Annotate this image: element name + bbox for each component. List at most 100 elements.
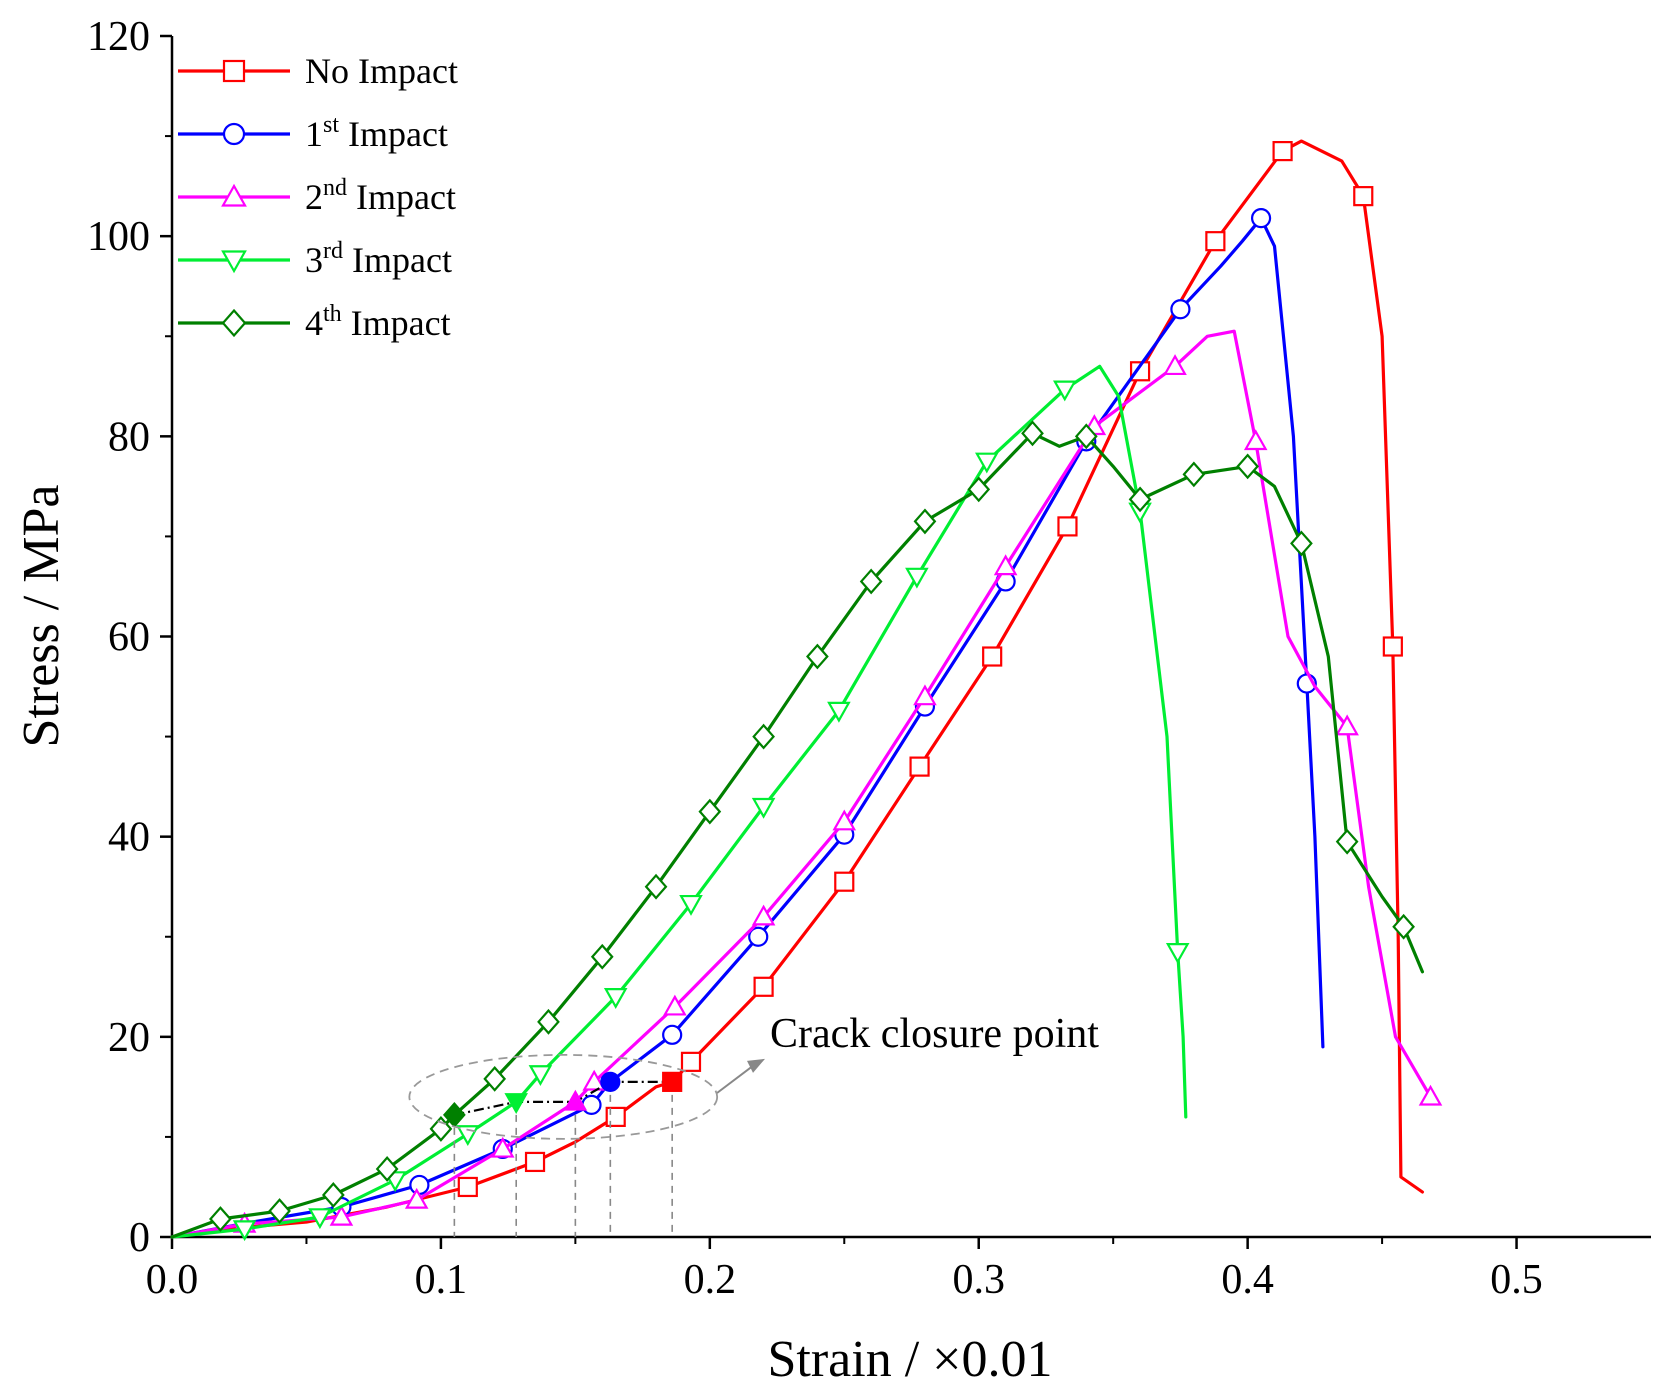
data-point-3rd-impact (975, 452, 999, 474)
series-3rd-impact (170, 364, 1190, 1242)
data-point-4th-impact (698, 798, 722, 825)
data-point-2nd-impact (993, 554, 1018, 576)
data-point-no-impact (524, 1151, 546, 1173)
axes: 0.0 0.1 0.2 0.3 0.4 0.5 0 20 40 60 80 100 120 (87, 14, 1651, 1303)
data-point-4th-impact (268, 1198, 291, 1224)
data-point-4th-impact (537, 1008, 560, 1035)
data-point-4th-impact (1236, 453, 1260, 480)
data-point-no-impact (1129, 361, 1151, 382)
legend-marker-circle-icon (222, 122, 246, 146)
data-point-no-impact (1382, 636, 1403, 657)
legend: No Impact 1st Impact 2nd Impact 3rd Impact 4… (178, 51, 458, 343)
data-point-2nd-impact (1418, 1084, 1443, 1106)
legend-label: 4th Impact (305, 301, 451, 343)
data-point-4th-impact (209, 1206, 232, 1232)
data-point-2nd-impact (329, 1204, 354, 1226)
legend-item-3rd-impact: 3rd Impact (178, 238, 452, 280)
data-point-1st-impact (1250, 208, 1272, 229)
y-tick-label: 60 (108, 615, 150, 661)
data-point-4th-impact (1128, 486, 1152, 513)
series-line-4th-impact (170, 431, 1424, 1239)
y-tick-label: 80 (108, 414, 150, 460)
data-point-3rd-impact (456, 1125, 480, 1147)
closure-point-1st-impact (600, 1071, 621, 1092)
data-point-no-impact (982, 646, 1003, 667)
data-point-2nd-impact (582, 1069, 606, 1091)
data-point-2nd-impact (490, 1136, 515, 1158)
legend-label: 3rd Impact (305, 238, 452, 280)
data-point-3rd-impact (232, 1220, 257, 1242)
data-point-1st-impact (1170, 299, 1191, 320)
series-no-impact (170, 139, 1424, 1239)
annotation-label: Crack closure point (770, 1011, 1099, 1057)
y-tick-label: 120 (87, 14, 150, 60)
legend-marker-triangle-up-icon (221, 183, 247, 207)
data-point-4th-impact (806, 643, 829, 670)
data-point-2nd-impact (913, 684, 937, 706)
annotation-layer: Crack closure point (408, 1011, 1099, 1237)
data-point-no-impact (605, 1106, 626, 1128)
data-point-3rd-impact (1052, 380, 1077, 402)
data-point-4th-impact (913, 508, 937, 535)
legend-marker-triangle-down-icon (221, 250, 247, 274)
data-point-no-impact (1272, 140, 1293, 162)
legend-marker-square-icon (222, 59, 246, 83)
data-point-4th-impact (859, 568, 883, 595)
data-point-no-impact (680, 1051, 702, 1072)
data-point-2nd-impact (404, 1187, 429, 1209)
data-point-1st-impact (409, 1174, 430, 1196)
x-tick-label: 0.0 (146, 1257, 199, 1303)
data-point-4th-impact (1290, 530, 1313, 557)
data-point-2nd-impact (832, 809, 857, 831)
series-4th-impact (170, 420, 1424, 1239)
y-tick-label: 40 (108, 815, 150, 861)
data-point-no-impact (1353, 186, 1374, 207)
y-tick-label: 20 (108, 1015, 150, 1061)
data-point-2nd-impact (1335, 714, 1359, 736)
data-point-4th-impact (644, 873, 668, 900)
data-point-4th-impact (1392, 913, 1415, 940)
data-point-4th-impact (590, 943, 614, 970)
series-line-3rd-impact (170, 364, 1188, 1239)
data-point-1st-impact (662, 1024, 683, 1045)
data-point-no-impact (457, 1176, 478, 1198)
legend-marker-diamond-icon (221, 308, 247, 338)
data-point-3rd-impact (528, 1065, 553, 1087)
data-point-no-impact (1205, 231, 1226, 252)
closure-point-3rd-impact (504, 1093, 528, 1115)
data-point-1st-impact (748, 926, 769, 947)
data-point-1st-impact (581, 1094, 602, 1115)
x-tick-label: 0.2 (684, 1257, 737, 1303)
legend-label: No Impact (305, 51, 458, 91)
legend-item-1st-impact: 1st Impact (178, 112, 448, 154)
data-point-4th-impact (1335, 828, 1359, 855)
data-point-3rd-impact (1165, 943, 1190, 964)
data-point-no-impact (753, 976, 774, 997)
legend-label: 2nd Impact (305, 175, 456, 217)
closure-ellipse (408, 1053, 719, 1140)
annotation-arrowhead (747, 1058, 765, 1073)
data-point-4th-impact (1021, 420, 1044, 447)
data-point-no-impact (909, 756, 930, 777)
legend-item-no-impact: No Impact (178, 51, 458, 91)
x-tick-label: 0.4 (1221, 1257, 1274, 1303)
data-point-2nd-impact (1163, 354, 1187, 376)
x-tick-label: 0.3 (952, 1257, 1005, 1303)
legend-item-4th-impact: 4th Impact (178, 301, 451, 343)
annotation-arrow-line (716, 1062, 758, 1094)
closure-point-2nd-impact (563, 1089, 588, 1111)
data-point-4th-impact (375, 1156, 399, 1182)
legend-label: 1st Impact (305, 112, 448, 154)
x-tick-label: 0.1 (415, 1257, 468, 1303)
data-point-4th-impact (967, 476, 991, 503)
y-tick-label: 0 (129, 1215, 150, 1261)
data-point-4th-impact (1182, 461, 1206, 488)
series-layer (170, 139, 1443, 1242)
data-point-4th-impact (1074, 423, 1098, 450)
x-tick-label: 0.5 (1490, 1257, 1543, 1303)
data-point-2nd-impact (663, 994, 687, 1016)
data-point-4th-impact (752, 723, 775, 750)
data-point-no-impact (1057, 516, 1078, 537)
data-point-3rd-impact (827, 701, 851, 723)
